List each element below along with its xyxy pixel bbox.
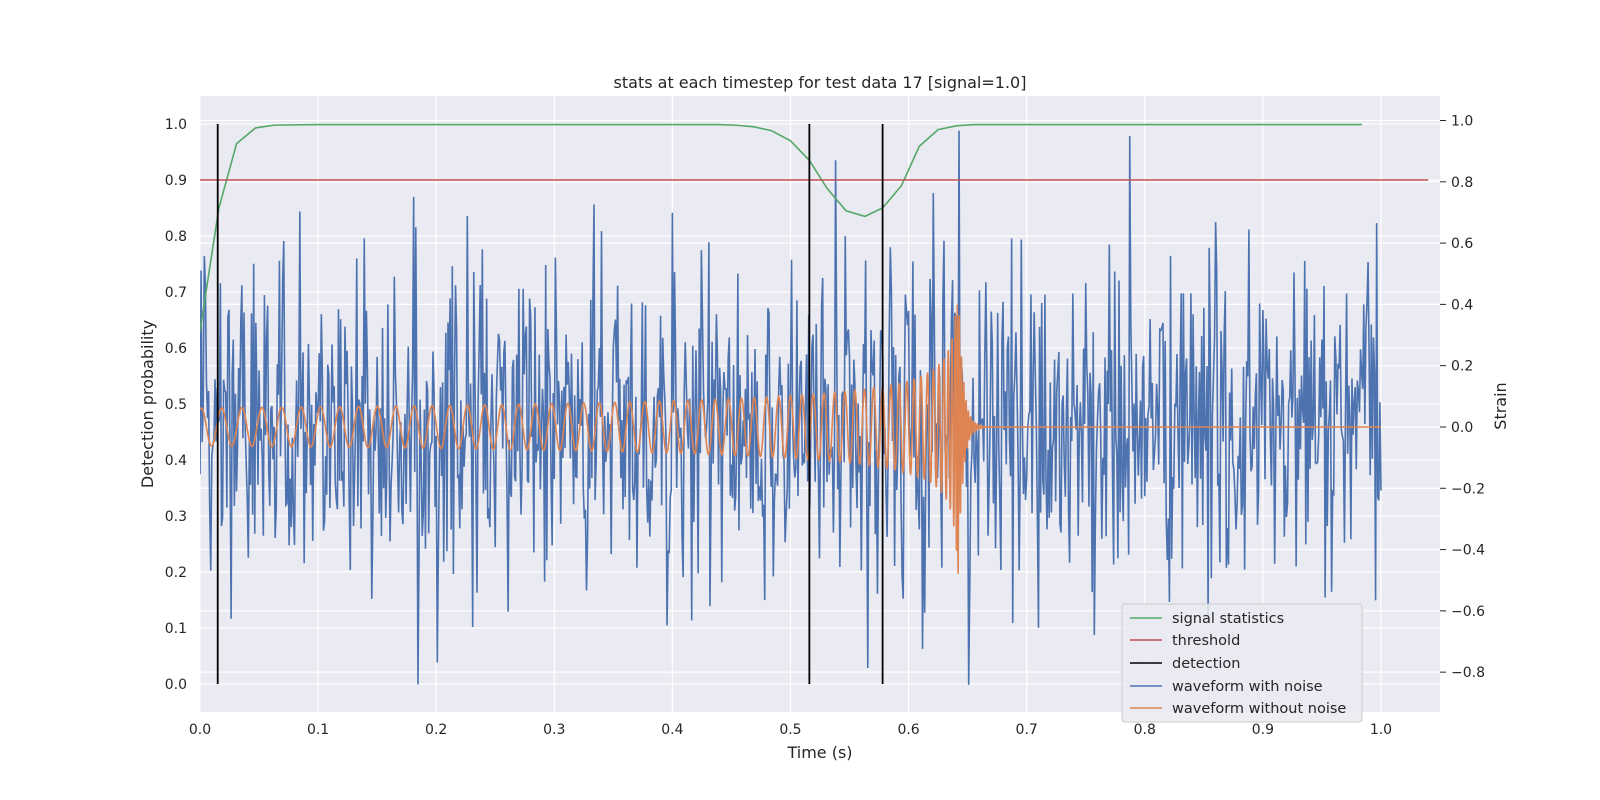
y-tick-label-left: 0.1 [165, 621, 187, 637]
series-waveform-without-noise [200, 304, 1381, 574]
x-tick-label: 0.3 [543, 722, 565, 738]
y-tick-label-left: 0.6 [165, 341, 187, 357]
tick-labels: 0.0 0.1 0.2 0.3 0.4 0.5 0.6 0.7 0.8 0.9 1.0 0.0 0.1 0… [165, 114, 1485, 738]
legend-label-detection: detection [1172, 656, 1240, 672]
x-tick-label: 1.0 [1370, 722, 1392, 738]
legend-entry-detection: detection [1130, 656, 1240, 672]
x-tick-label: 0.2 [425, 722, 447, 738]
y-tick-label-right: 0.8 [1451, 175, 1473, 191]
y-tick-label-left: 0.7 [165, 285, 187, 301]
x-tick-label: 0.6 [897, 722, 919, 738]
x-tick-label: 0.9 [1252, 722, 1274, 738]
x-tick-label: 0.8 [1134, 722, 1156, 738]
y-tick-label-left: 1.0 [165, 117, 187, 133]
legend-entry-waveform-with-noise: waveform with noise [1130, 679, 1323, 695]
x-tick-label: 0.4 [661, 722, 683, 738]
series-layer [200, 123, 1429, 685]
series-waveform-with-noise [200, 130, 1382, 685]
chart-title: stats at each timestep for test data 17 … [614, 73, 1027, 92]
y-tick-label-left: 0.9 [165, 173, 187, 189]
y-tick-label-right: −0.8 [1451, 665, 1485, 681]
y-axis-label-left: Detection probability [138, 320, 157, 488]
x-tick-label: 0.5 [779, 722, 801, 738]
legend-box [1121, 603, 1363, 723]
y-tick-label-right: 1.0 [1451, 114, 1473, 130]
legend-entry-waveform-without-noise: waveform without noise [1130, 701, 1346, 717]
x-tick-label: 0.1 [307, 722, 329, 738]
series-signal-statistics [200, 123, 1363, 332]
legend: signal statistics threshold detection wa… [1121, 603, 1363, 723]
y-tick-label-left: 0.8 [165, 229, 187, 245]
y-tick-label-right: −0.4 [1451, 543, 1485, 559]
legend-label-waveform-without-noise: waveform without noise [1172, 701, 1346, 717]
legend-entry-signal-statistics: signal statistics [1130, 611, 1284, 627]
x-tick-label: 0.7 [1016, 722, 1038, 738]
y-tick-label-right: 0.4 [1451, 297, 1473, 313]
x-axis-label: Time (s) [786, 743, 852, 762]
legend-label-waveform-with-noise: waveform with noise [1172, 679, 1323, 695]
y-tick-label-right: −0.2 [1451, 481, 1485, 497]
y-tick-label-right: −0.6 [1451, 604, 1485, 620]
legend-label-threshold: threshold [1172, 633, 1240, 649]
y-tick-label-left: 0.3 [165, 509, 187, 525]
y-tick-label-right: 0.2 [1451, 359, 1473, 375]
y-tick-label-left: 0.0 [165, 677, 187, 693]
y-tick-label-right: 0.6 [1451, 236, 1473, 252]
y-tick-label-left: 0.4 [165, 453, 187, 469]
y-axis-label-right: Strain [1491, 382, 1510, 429]
y-tick-label-right: 0.0 [1451, 420, 1473, 436]
legend-label-signal-statistics: signal statistics [1172, 611, 1284, 627]
y-tick-label-left: 0.2 [165, 565, 187, 581]
y-tick-label-left: 0.5 [165, 397, 187, 413]
legend-entry-threshold: threshold [1130, 633, 1240, 649]
x-tick-label: 0.0 [189, 722, 211, 738]
